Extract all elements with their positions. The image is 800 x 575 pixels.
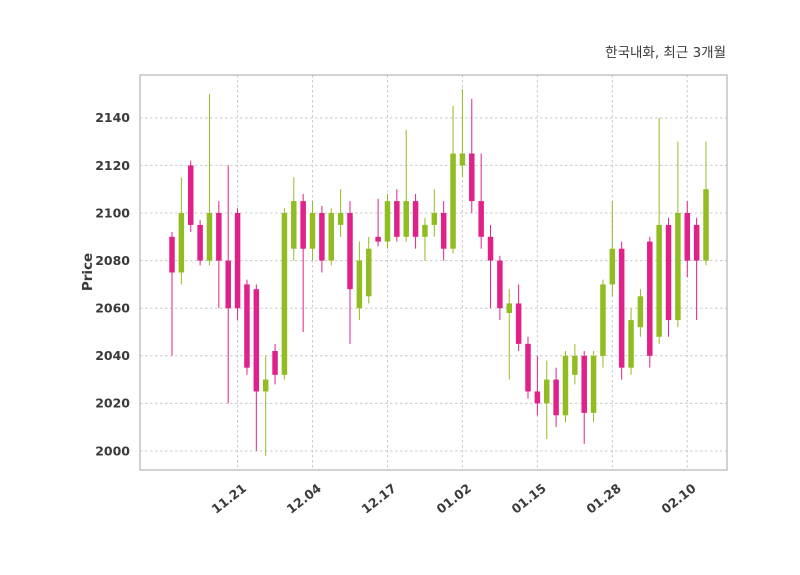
x-tick-label: 11.21 bbox=[209, 480, 249, 516]
candle-body-up bbox=[637, 296, 644, 328]
candle-body-up bbox=[450, 153, 456, 249]
candle-body-up bbox=[337, 213, 344, 225]
candle-body-up bbox=[422, 224, 428, 237]
y-tick-labels: 2000 2020 2040 2060 2080 2100 2120 2140 bbox=[95, 110, 130, 458]
y-tick-label: 2020 bbox=[95, 396, 130, 411]
y-tick-label: 2100 bbox=[95, 205, 130, 220]
candle-body-up bbox=[562, 355, 569, 416]
candle-body-down bbox=[684, 213, 691, 261]
candle-body-down bbox=[515, 303, 522, 344]
x-tick-label: 01.02 bbox=[433, 480, 473, 516]
candle-body-down bbox=[412, 201, 419, 237]
candle-body-up bbox=[609, 248, 616, 285]
x-tick-label: 12.17 bbox=[359, 480, 399, 516]
candle-body-up bbox=[356, 260, 363, 309]
candle-body-down bbox=[647, 241, 653, 356]
candle-body-up bbox=[403, 201, 409, 237]
candle-body-down bbox=[253, 289, 260, 392]
candle-body-up bbox=[543, 379, 550, 404]
y-tick-label: 2140 bbox=[95, 110, 130, 125]
y-tick-label: 2000 bbox=[95, 443, 130, 458]
candle-body-up bbox=[572, 355, 578, 375]
candle-body-down bbox=[618, 248, 625, 368]
candle-body-down bbox=[225, 260, 231, 309]
candle-body-down bbox=[497, 260, 503, 309]
candle-body-up bbox=[384, 201, 391, 242]
candle-body-down bbox=[440, 213, 447, 249]
candle-body-down bbox=[478, 201, 484, 237]
candle-body-up bbox=[281, 213, 288, 375]
candle-body-up bbox=[291, 201, 297, 249]
candle-body-down bbox=[319, 213, 325, 261]
candle-body-up bbox=[600, 284, 606, 356]
candle-body-down bbox=[375, 236, 381, 242]
candle-body-down bbox=[534, 391, 541, 404]
candle-body-down bbox=[272, 351, 278, 375]
y-tick-label: 2080 bbox=[95, 253, 130, 268]
candle-body-up bbox=[703, 189, 709, 261]
plot-border-rect bbox=[139, 74, 728, 471]
candles bbox=[169, 89, 709, 456]
y-tick-label: 2040 bbox=[95, 348, 130, 363]
candle-body-down bbox=[300, 201, 306, 249]
plot-border bbox=[139, 74, 728, 471]
candle-body-down bbox=[469, 153, 475, 202]
candle-body-down bbox=[394, 201, 400, 237]
candle-body-down bbox=[665, 224, 672, 321]
candle-body-down bbox=[693, 224, 700, 261]
candle-body-up bbox=[178, 213, 185, 273]
candle-body-down bbox=[216, 213, 222, 261]
candle-body-down bbox=[581, 355, 587, 413]
y-tick-label: 2060 bbox=[95, 301, 130, 316]
candle-body-up bbox=[656, 224, 662, 337]
candle-body-up bbox=[675, 213, 681, 321]
candle-body-down bbox=[169, 236, 175, 273]
x-tick-label: 12.04 bbox=[284, 480, 325, 516]
chart-title: 한국내화, 최근 3개월 bbox=[605, 45, 726, 61]
y-tick-label: 2120 bbox=[95, 158, 130, 173]
candle-body-up bbox=[590, 355, 597, 413]
candle-body-up bbox=[309, 213, 316, 249]
candle-body-down bbox=[553, 379, 559, 416]
candle-body-up bbox=[365, 248, 372, 297]
candle-body-down bbox=[525, 343, 531, 392]
candle-body-down bbox=[487, 236, 494, 261]
candle-body-up bbox=[328, 213, 335, 261]
candle-body-down bbox=[347, 213, 353, 290]
candle-body-down bbox=[234, 213, 241, 309]
candle-body-up bbox=[506, 303, 513, 313]
candle-body-up bbox=[628, 320, 634, 368]
candle-body-down bbox=[244, 284, 250, 368]
x-tick-labels: 11.21 12.04 12.17 01.02 01.15 01.28 02.10 bbox=[209, 480, 699, 516]
candle-body-down bbox=[197, 224, 203, 261]
x-tick-label: 01.28 bbox=[583, 480, 623, 516]
candle-body-up bbox=[459, 153, 466, 166]
candle-body-up bbox=[431, 213, 438, 225]
candle-body-up bbox=[262, 379, 269, 392]
candle-body-up bbox=[206, 213, 213, 261]
y-axis-label: Price bbox=[80, 253, 96, 291]
x-tick-label: 01.15 bbox=[508, 480, 548, 516]
x-tick-label: 02.10 bbox=[658, 480, 699, 516]
candle-body-down bbox=[187, 165, 194, 225]
